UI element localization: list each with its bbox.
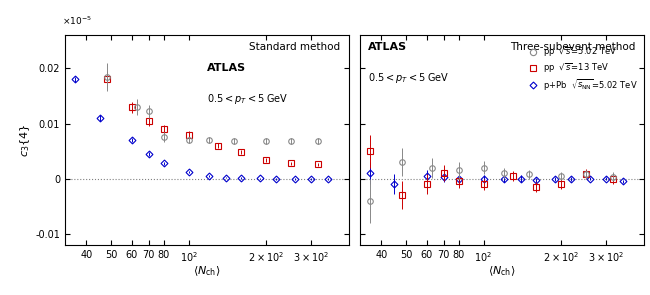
X-axis label: $\langle N_\mathrm{ch}\rangle$: $\langle N_\mathrm{ch}\rangle$ [488, 265, 515, 278]
Text: $0.5<p_T<5$ GeV: $0.5<p_T<5$ GeV [207, 92, 289, 106]
Text: $0.5<p_T<5$ GeV: $0.5<p_T<5$ GeV [369, 71, 450, 85]
Text: Three-subevent method: Three-subevent method [510, 42, 635, 52]
Legend: pp  $\sqrt{s}$=5.02 TeV, pp  $\sqrt{s}$=13 TeV, p+Pb  $\sqrt{s_{\mathrm{NN}}}$=5: pp $\sqrt{s}$=5.02 TeV, pp $\sqrt{s}$=13… [523, 44, 640, 93]
Text: Standard method: Standard method [249, 42, 340, 52]
Text: $\times10^{-5}$: $\times10^{-5}$ [62, 15, 92, 27]
X-axis label: $\langle N_\mathrm{ch}\rangle$: $\langle N_\mathrm{ch}\rangle$ [193, 265, 220, 278]
Text: ATLAS: ATLAS [207, 63, 246, 73]
Text: ATLAS: ATLAS [369, 42, 408, 52]
Y-axis label: $c_3\{4\}$: $c_3\{4\}$ [19, 124, 32, 157]
